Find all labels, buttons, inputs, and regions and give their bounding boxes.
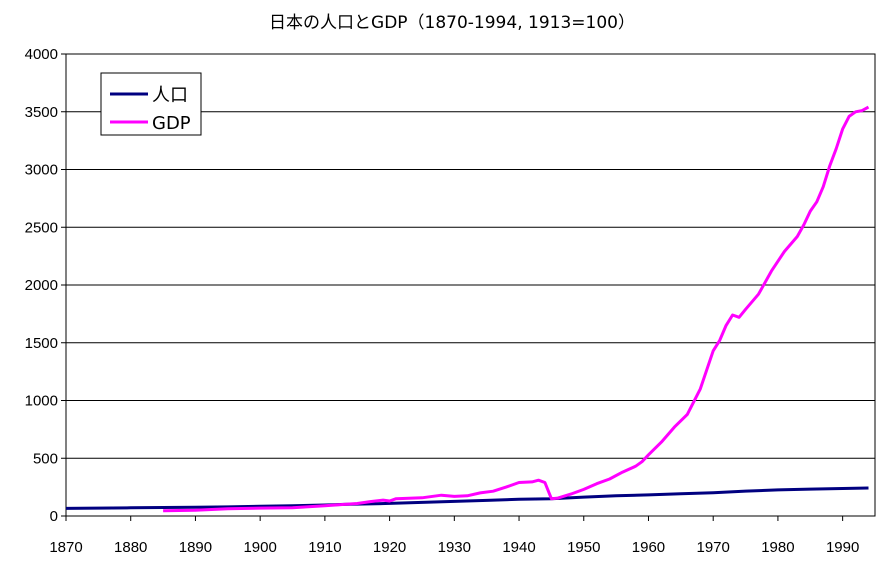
x-tick-label: 1930 — [438, 539, 471, 556]
y-axis: 0 500 1000 1500 2000 2500 3000 3500 4000 — [25, 46, 66, 525]
y-tick-label: 3500 — [25, 104, 58, 121]
x-tick-label: 1980 — [761, 539, 794, 556]
x-tick-label: 1890 — [179, 539, 212, 556]
y-tick-label: 2500 — [25, 219, 58, 236]
x-tick-label: 1950 — [567, 539, 600, 556]
y-tick-label: 0 — [50, 508, 58, 525]
x-axis: 1870 1880 1890 1900 1910 1920 1930 1940 1950 1960… — [49, 516, 859, 556]
x-tick-label: 1990 — [826, 539, 859, 556]
x-tick-label: 1910 — [308, 539, 341, 556]
legend-label-gdp: GDP — [152, 113, 191, 134]
y-tick-label: 1500 — [25, 335, 58, 352]
x-tick-label: 1900 — [243, 539, 276, 556]
y-tick-label: 3000 — [25, 162, 58, 179]
y-tick-label: 500 — [33, 450, 58, 467]
series-line-population — [65, 486, 869, 510]
x-tick-label: 1920 — [373, 539, 406, 556]
series-line-gdp — [163, 105, 870, 513]
x-tick-label: 1960 — [632, 539, 665, 556]
legend: 人口 GDP — [100, 72, 202, 136]
x-tick-label: 1940 — [502, 539, 535, 556]
legend-box — [100, 72, 202, 136]
y-tick-label: 4000 — [25, 46, 58, 63]
x-tick-label: 1970 — [697, 539, 730, 556]
x-tick-label: 1880 — [114, 539, 147, 556]
chart-title: 日本の人口とGDP（1870-1994, 1913=100） — [269, 13, 635, 33]
legend-label-population: 人口 — [152, 85, 188, 106]
y-tick-label: 2000 — [25, 277, 58, 294]
gridlines — [66, 111, 875, 459]
series-group — [65, 105, 870, 513]
y-tick-label: 1000 — [25, 393, 58, 410]
x-tick-label: 1870 — [49, 539, 82, 556]
